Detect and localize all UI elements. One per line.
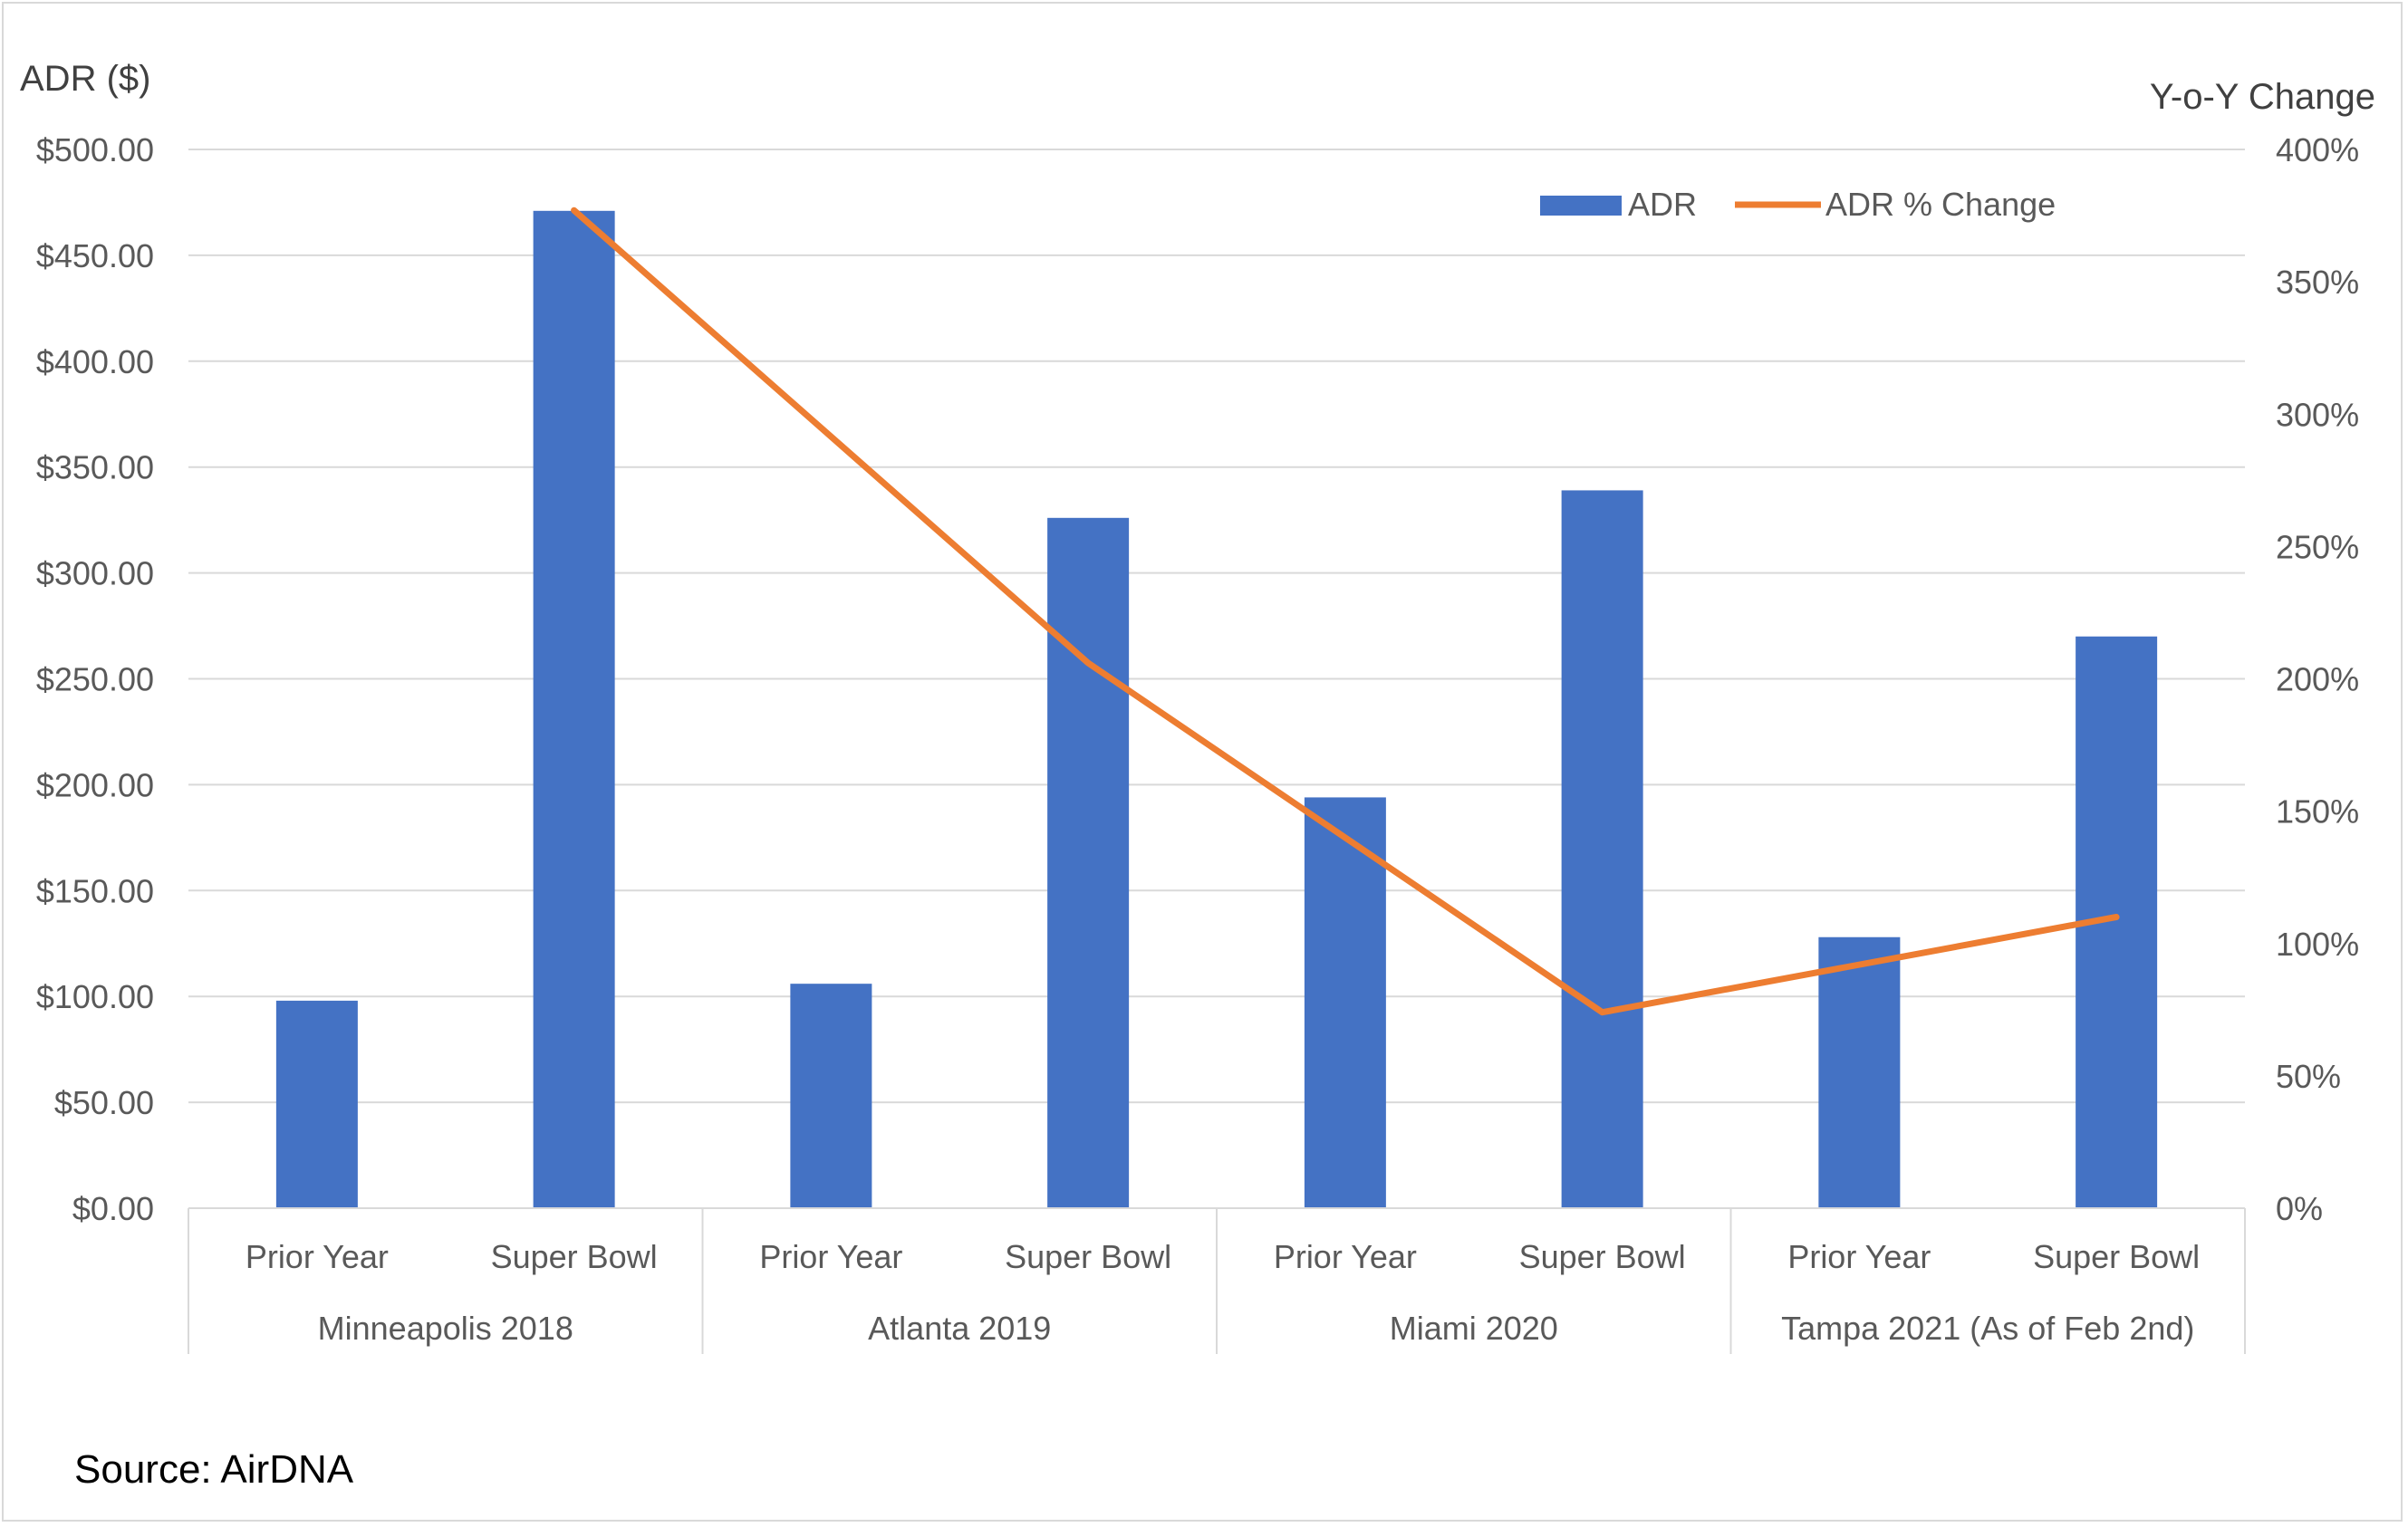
group-label: Miami 2020 <box>1390 1310 1558 1347</box>
right-tick-label: 350% <box>2276 264 2359 301</box>
left-tick-label: $100.00 <box>36 978 154 1015</box>
category-label: Prior Year <box>1787 1238 1931 1275</box>
right-axis-ticks: 0% 50% 100% 150% 200% 250% 300% 350% 400% <box>2276 131 2359 1227</box>
left-tick-label: $150.00 <box>36 872 154 909</box>
legend-swatch-adr <box>1540 196 1622 216</box>
bar <box>1818 936 1901 1208</box>
line-series <box>571 206 2120 1016</box>
left-tick-label: $200.00 <box>36 766 154 803</box>
adr-change-line <box>571 206 2120 1016</box>
group-label: Atlanta 2019 <box>868 1310 1051 1347</box>
left-tick-label: $300.00 <box>36 555 154 592</box>
legend-label-adr-change: ADR % Change <box>1825 186 2056 223</box>
x-axis: Prior Year Super Bowl Minneapolis 2018 Prio… <box>188 1207 2246 1354</box>
source-note: Source: AirDNA <box>74 1447 354 1492</box>
category-label: Super Bowl <box>1519 1238 1686 1275</box>
bar <box>1561 490 1643 1208</box>
right-tick-label: 250% <box>2276 528 2359 565</box>
category-label: Super Bowl <box>491 1238 658 1275</box>
left-tick-label: $500.00 <box>36 131 154 168</box>
bar <box>790 984 872 1208</box>
right-tick-label: 0% <box>2276 1190 2323 1227</box>
category-label: Super Bowl <box>2033 1238 2200 1275</box>
category-label: Prior Year <box>246 1238 389 1275</box>
left-tick-label: $400.00 <box>36 343 154 380</box>
left-tick-label: $50.00 <box>54 1084 154 1121</box>
left-tick-label: $0.00 <box>72 1190 154 1227</box>
right-tick-label: 100% <box>2276 926 2359 963</box>
legend: ADR ADR % Change <box>1540 186 2056 223</box>
right-tick-label: 50% <box>2276 1058 2341 1095</box>
bar <box>1047 517 1130 1208</box>
group-label: Minneapolis 2018 <box>318 1310 573 1347</box>
right-tick-label: 150% <box>2276 793 2359 831</box>
bar <box>533 210 615 1208</box>
gridlines <box>188 149 2245 1104</box>
right-tick-label: 300% <box>2276 396 2359 433</box>
bar <box>1304 797 1386 1208</box>
category-label: Prior Year <box>1274 1238 1417 1275</box>
legend-label-adr: ADR <box>1628 186 1697 223</box>
right-axis-title: Y-o-Y Change <box>2150 77 2375 117</box>
left-tick-label: $450.00 <box>36 237 154 274</box>
category-label: Super Bowl <box>1005 1238 1171 1275</box>
category-label: Prior Year <box>759 1238 902 1275</box>
bars <box>275 210 2158 1208</box>
group-label: Tampa 2021 (As of Feb 2nd) <box>1781 1310 2194 1347</box>
right-tick-label: 200% <box>2276 661 2359 698</box>
left-axis-ticks: $0.00 $50.00 $100.00 $150.00 $200.00 $250.00 $… <box>36 131 154 1227</box>
left-axis-title: ADR ($) <box>20 59 150 99</box>
right-tick-label: 400% <box>2276 131 2359 168</box>
left-tick-label: $350.00 <box>36 449 154 486</box>
bar <box>275 1000 358 1208</box>
left-tick-label: $250.00 <box>36 661 154 698</box>
